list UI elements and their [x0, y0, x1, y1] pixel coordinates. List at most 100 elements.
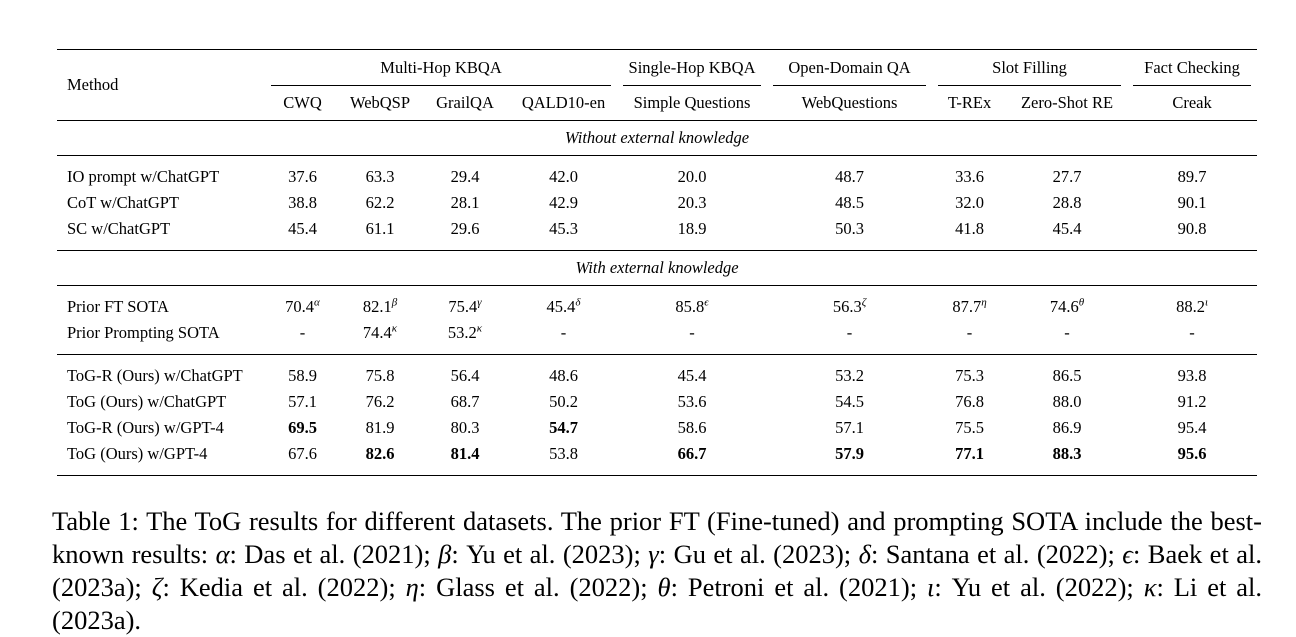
dataset-header: Zero-Shot RE [1020, 93, 1114, 112]
value-cell: 45.4δ [510, 285, 618, 320]
value-cell: 62.2 [340, 190, 420, 216]
cell-value: - [689, 323, 695, 342]
value-cell: 57.1 [767, 415, 932, 441]
value-cell: 63.3 [340, 155, 420, 190]
cell-value: 20.3 [677, 193, 707, 212]
method-cell: Prior Prompting SOTA [67, 323, 220, 342]
caption-ref-citation: Gu et al. (2023) [673, 538, 844, 569]
cell-value: 63.3 [365, 167, 395, 186]
citation-marker: κ [391, 322, 398, 335]
cell-value: 88.2 [1176, 297, 1205, 316]
value-cell: 45.4 [265, 216, 340, 251]
value-cell: 28.1 [420, 190, 510, 216]
value-cell: 90.8 [1127, 216, 1257, 251]
cell-value: 75.8 [365, 366, 395, 385]
cell-value: 57.9 [835, 444, 864, 463]
value-cell: 81.9 [340, 415, 420, 441]
cell-value: 57.1 [835, 418, 864, 437]
value-cell: 50.3 [767, 216, 932, 251]
dataset-header: QALD10-en [521, 93, 606, 112]
value-cell: 76.2 [340, 389, 420, 415]
cell-value: 81.4 [450, 444, 480, 463]
dataset-header: GrailQA [436, 93, 494, 112]
value-cell: 56.3ζ [767, 285, 933, 320]
value-cell: 90.1 [1127, 190, 1257, 216]
table-row: CoT w/ChatGPT 38.8 62.2 28.1 42.9 20.3 48.5 32.… [57, 190, 1257, 216]
caption-ref-symbol: κ [1143, 571, 1157, 602]
value-cell: 20.3 [617, 190, 767, 216]
cell-value: 29.4 [450, 167, 480, 186]
cell-value: 50.2 [549, 392, 578, 411]
method-cell: ToG (Ours) w/GPT-4 [67, 444, 208, 463]
value-cell: 28.8 [1007, 190, 1127, 216]
value-cell: 75.3 [932, 354, 1008, 389]
caption-ref-citation: Yu et al. (2023) [466, 538, 634, 569]
table-row: Prior FT SOTA 70.4α 82.1β 75.4γ 45.4δ 85.8ϵ 56… [57, 285, 1258, 320]
value-cell: - [265, 320, 340, 355]
cell-value: 88.3 [1052, 444, 1082, 463]
group-header: Fact Checking [1127, 49, 1258, 86]
caption-intro: The ToG results for different datasets. … [52, 505, 1262, 569]
value-cell: 88.2ι [1127, 285, 1258, 320]
group-header: Single-Hop KBQA [617, 49, 768, 86]
citation-marker: κ [476, 322, 483, 335]
caption-ref-citation: Das et al. (2021) [244, 538, 424, 569]
value-cell: - [1007, 320, 1127, 355]
value-cell: 54.5 [767, 389, 932, 415]
cell-value: 56.4 [450, 366, 480, 385]
value-cell: 87.7η [932, 285, 1008, 320]
results-table: Method Multi-Hop KBQA Single-Hop KBQA Open-… [57, 49, 1258, 476]
dataset-header: WebQSP [349, 93, 411, 112]
cell-value: 70.4 [285, 297, 315, 316]
value-cell: 53.2κ [420, 320, 510, 355]
cell-value: 74.6 [1049, 297, 1079, 316]
cell-value: 29.6 [450, 219, 480, 238]
cell-value: 75.3 [955, 366, 984, 385]
cell-value: 54.7 [549, 418, 578, 437]
citation-marker: β [391, 296, 398, 309]
value-cell: - [1127, 320, 1257, 355]
value-cell: 66.7 [617, 441, 767, 476]
value-cell: 91.2 [1127, 389, 1257, 415]
cell-value: 53.8 [549, 444, 578, 463]
caption-ref-citation: Glass et al. (2022) [436, 571, 641, 602]
section-title-row: Without external knowledge [57, 120, 1258, 156]
cell-value: 90.8 [1177, 219, 1207, 238]
table-row: Prior Prompting SOTA -74.4κ 53.2κ - - - - - - [57, 320, 1257, 355]
value-cell: 93.8 [1127, 354, 1258, 389]
value-cell: 57.1 [265, 389, 340, 415]
method-cell: ToG-R (Ours) w/GPT-4 [67, 418, 224, 437]
value-cell: 56.4 [420, 354, 510, 389]
cell-value: 76.8 [955, 392, 984, 411]
value-cell: 74.6θ [1007, 285, 1128, 320]
cell-value: - [299, 323, 306, 342]
value-cell: 75.8 [340, 354, 420, 389]
caption-ref-symbol: θ [657, 571, 671, 602]
cell-value: 86.5 [1052, 366, 1082, 385]
caption-ref-citation: Yu et al. (2022) [951, 571, 1127, 602]
value-cell: 50.2 [510, 389, 617, 415]
value-cell: - [767, 320, 932, 355]
value-cell: 37.6 [265, 155, 340, 190]
citation-marker: θ [1078, 296, 1085, 309]
value-cell: - [932, 320, 1007, 355]
cell-value: 75.4 [448, 297, 478, 316]
dataset-header: WebQuestions [801, 93, 898, 112]
cell-value: 38.8 [288, 193, 317, 212]
cell-value: 45.4 [288, 219, 317, 238]
caption-ref-citation: Santana et al. (2022) [885, 538, 1108, 569]
cell-value: - [560, 323, 567, 342]
dataset-header: CWQ [283, 93, 322, 112]
value-cell: 74.4κ [340, 320, 420, 355]
section-title: With external knowledge [57, 250, 1258, 286]
table-row: SC w/ChatGPT 45.4 61.1 29.6 45.3 18.9 50.3 41.8… [57, 216, 1257, 251]
value-cell: - [510, 320, 617, 355]
cell-value: 77.1 [955, 444, 984, 463]
cell-value: 88.0 [1052, 392, 1082, 411]
cell-value: - [846, 323, 853, 342]
table-row: ToG (Ours) w/ChatGPT 57.1 76.2 68.7 50.2 53.6… [57, 389, 1257, 415]
cell-value: 33.6 [955, 167, 984, 186]
value-cell: 70.4α [265, 285, 340, 320]
cell-value: 76.2 [365, 392, 395, 411]
cell-value: 20.0 [677, 167, 707, 186]
